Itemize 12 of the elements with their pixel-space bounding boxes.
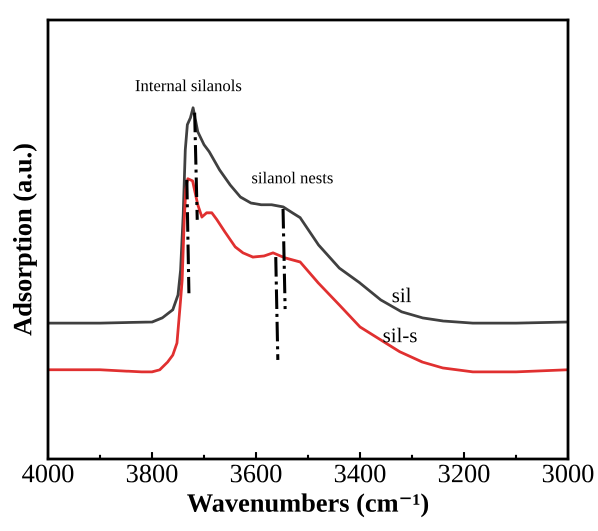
series-label: sil: [392, 288, 412, 302]
x-tick-label: 3200: [438, 464, 490, 482]
x-axis-title: Wavenumbers (cm⁻¹): [187, 493, 428, 518]
text: Internal silanols: [136, 80, 242, 92]
x-tick-label: 3600: [230, 464, 282, 482]
x-tick-label: 3000: [542, 464, 594, 482]
annotation: silanol nests: [252, 172, 333, 184]
x-tick-label: 3800: [126, 464, 178, 482]
y-axis-title: Adsorption (a.u.): [12, 144, 37, 336]
series-label: sil-s: [384, 328, 417, 342]
x-tick-label: 4000: [22, 464, 74, 482]
x-tick-label: 3400: [334, 464, 386, 482]
